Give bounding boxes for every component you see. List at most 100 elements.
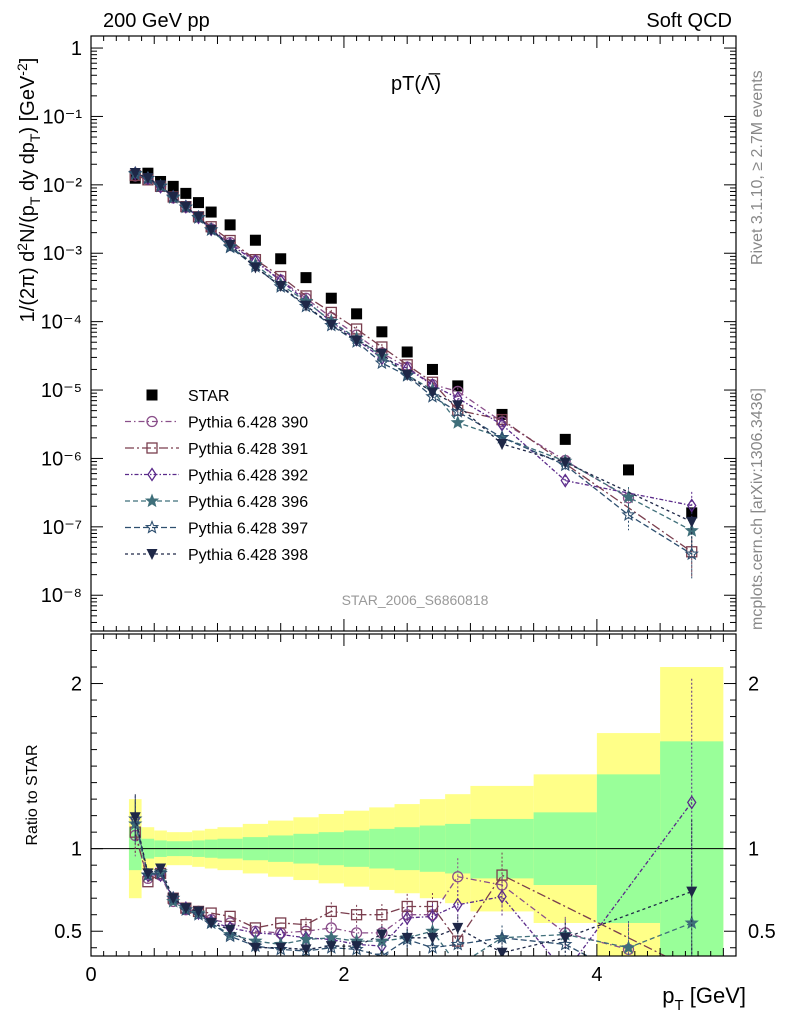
legend-label: Pythia 6.428 396 xyxy=(188,494,308,511)
star-point xyxy=(180,187,192,199)
series-point xyxy=(222,928,238,943)
series-point xyxy=(452,400,464,412)
series-point xyxy=(452,897,463,912)
legend: STAR Pythia 6.428 390 Pythia 6.428 391 Pyth… xyxy=(125,388,308,564)
star-point xyxy=(376,326,388,338)
series-line xyxy=(134,802,693,956)
series-point xyxy=(684,546,699,561)
series-point xyxy=(142,173,154,185)
x-tick-label: 0 xyxy=(85,964,96,986)
series-point xyxy=(621,489,636,504)
header-left: 200 GeV pp xyxy=(103,10,210,32)
series-point xyxy=(153,865,168,880)
series-point xyxy=(275,280,287,292)
legend-label: Pythia 6.428 392 xyxy=(188,468,308,485)
side-label-bottom: mcplots.cern.ch [arXiv:1306.3436] xyxy=(749,388,766,630)
series-point xyxy=(450,415,465,429)
series-point xyxy=(686,967,697,978)
star-point xyxy=(249,234,261,246)
star-point xyxy=(559,433,571,445)
series-point xyxy=(374,948,390,956)
star-point xyxy=(167,180,179,192)
y-tick-label: 10⁻⁵ xyxy=(41,380,82,402)
y-tick-label: 10⁻⁷ xyxy=(42,517,82,539)
ratio-tick-label-left: 1 xyxy=(71,839,82,861)
series-star xyxy=(129,167,698,519)
legend-item: Pythia 6.428 398 xyxy=(125,547,308,564)
series-point xyxy=(401,932,413,944)
series-point xyxy=(621,940,636,954)
y-tick-label: 10⁻⁶ xyxy=(41,448,82,470)
star-point xyxy=(224,219,236,231)
series-point xyxy=(142,868,154,880)
series-point xyxy=(452,960,463,971)
x-axis-label: pT [GeV] xyxy=(662,983,746,1014)
series-point xyxy=(686,498,697,513)
legend-item: Pythia 6.428 392 xyxy=(125,467,308,485)
legend-marker xyxy=(146,389,158,401)
series-398-ratio xyxy=(129,794,698,956)
ratio-tick-label-right: 2 xyxy=(748,674,759,696)
series-point xyxy=(224,924,236,936)
series-point xyxy=(376,929,388,941)
series-point xyxy=(180,903,192,915)
legend-marker xyxy=(144,493,160,508)
ratio-tick-label-right: 0.5 xyxy=(748,921,776,943)
series-point xyxy=(193,906,204,918)
legend-marker xyxy=(146,415,158,428)
star-point xyxy=(193,197,204,209)
ratio-y-label: Ratio to STAR xyxy=(24,744,41,845)
series-point xyxy=(155,180,167,192)
ratio-tick-label-left: 0.5 xyxy=(54,921,82,943)
series-point xyxy=(686,795,697,810)
legend-label: Pythia 6.428 391 xyxy=(188,441,308,458)
legend-marker xyxy=(146,549,158,560)
legend-label: Pythia 6.428 398 xyxy=(188,547,308,564)
series-point xyxy=(374,933,390,948)
series-point xyxy=(298,931,314,946)
legend-marker xyxy=(147,467,157,482)
series-point xyxy=(401,370,413,382)
series-point xyxy=(300,300,312,312)
series-point xyxy=(205,224,217,236)
series-point xyxy=(496,869,508,881)
legend-label: Pythia 6.428 390 xyxy=(188,415,308,432)
series-398-main xyxy=(129,168,698,548)
series-point xyxy=(559,457,571,469)
legend-item: Pythia 6.428 397 xyxy=(125,519,308,538)
y-tick-label: 1 xyxy=(71,38,82,60)
series-point xyxy=(450,404,465,418)
series-point xyxy=(452,922,464,934)
star-point xyxy=(275,253,287,265)
series-point xyxy=(374,355,390,370)
series-point xyxy=(402,910,412,926)
y-tick-label: 10⁻¹ xyxy=(43,106,83,128)
series-point xyxy=(351,941,363,953)
y-tick-label: 10⁻² xyxy=(43,175,83,197)
series-point xyxy=(425,940,440,954)
axes-frame xyxy=(90,633,737,957)
y-tick-label: 10⁻³ xyxy=(43,243,83,265)
y-axis-label: 1/(2π) d2N/(pT dy dpT) [GeV-2] xyxy=(14,58,43,323)
series-point xyxy=(249,262,261,274)
header-right: Soft QCD xyxy=(646,10,732,32)
series-point xyxy=(561,967,569,979)
y-tick-label: 10⁻⁸ xyxy=(41,585,82,607)
series-391-main xyxy=(129,169,698,578)
chart-title: pT(Λ̅) xyxy=(391,72,441,95)
series-point xyxy=(497,889,507,904)
series-point xyxy=(496,947,508,956)
legend-item-star: STAR xyxy=(146,388,229,405)
series-point xyxy=(686,886,698,898)
series-point xyxy=(300,944,312,956)
analysis-label: STAR_2006_S6860818 xyxy=(342,592,489,608)
series-point xyxy=(180,201,192,213)
series-point xyxy=(300,918,312,931)
series-point xyxy=(325,941,337,953)
series-397-main xyxy=(128,165,699,581)
series-point xyxy=(496,438,508,450)
series-point xyxy=(686,516,698,528)
series-point xyxy=(687,964,697,974)
series-point xyxy=(494,930,510,944)
ratio-tick-label-left: 2 xyxy=(71,674,82,696)
